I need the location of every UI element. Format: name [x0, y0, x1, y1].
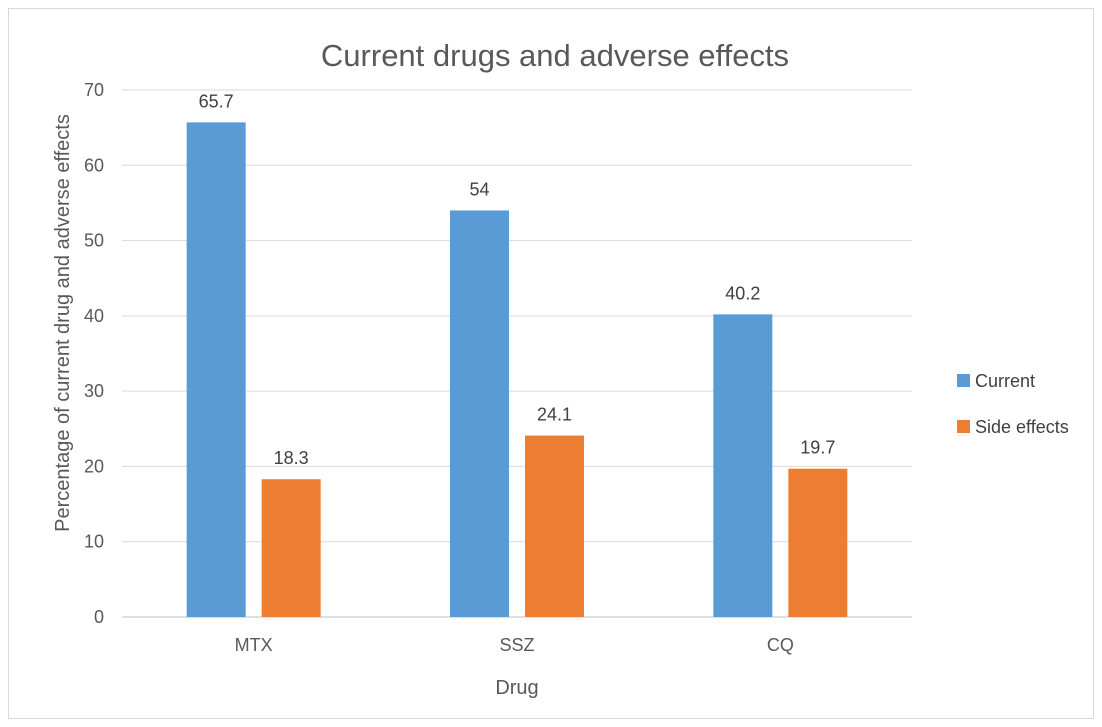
y-tick-label: 70 [84, 80, 104, 100]
y-tick-label: 60 [84, 155, 104, 175]
data-label: 18.3 [274, 448, 309, 468]
bar-side-effects-cq [788, 468, 848, 617]
y-tick-label: 10 [84, 532, 104, 552]
x-tick-label: SSZ [499, 635, 534, 655]
chart-title: Current drugs and adverse effects [321, 38, 789, 73]
data-label: 40.2 [725, 283, 760, 303]
x-tick-label: CQ [767, 635, 794, 655]
legend-swatch [957, 374, 970, 387]
data-label: 65.7 [199, 91, 234, 111]
bar-current-mtx [186, 122, 246, 617]
y-tick-label: 30 [84, 381, 104, 401]
bar-current-cq [713, 314, 773, 617]
y-tick-label: 20 [84, 456, 104, 476]
data-label: 24.1 [537, 405, 572, 425]
data-label: 19.7 [800, 438, 835, 458]
y-tick-label: 0 [94, 607, 104, 627]
y-axis-label: Percentage of current drug and adverse e… [52, 114, 74, 532]
bar-side-effects-mtx [261, 479, 321, 617]
y-tick-label: 40 [84, 306, 104, 326]
x-tick-labels: MTX SSZ CQ [235, 635, 794, 655]
data-label: 54 [469, 179, 489, 199]
bar-current-ssz [450, 210, 509, 617]
y-tick-labels: 0 10 20 30 40 50 60 70 [84, 80, 104, 627]
legend: Current Side effects [957, 371, 1069, 437]
data-labels: 65.7 54 40.2 18.3 24.1 19.7 [199, 91, 836, 468]
x-tick-label: MTX [235, 635, 273, 655]
bars [186, 122, 848, 617]
y-tick-label: 50 [84, 231, 104, 251]
x-axis-label: Drug [495, 677, 538, 699]
gridlines [122, 89, 912, 618]
legend-label: Current [975, 371, 1035, 391]
legend-label: Side effects [975, 417, 1069, 437]
bar-side-effects-ssz [525, 435, 584, 617]
legend-swatch [957, 420, 970, 433]
